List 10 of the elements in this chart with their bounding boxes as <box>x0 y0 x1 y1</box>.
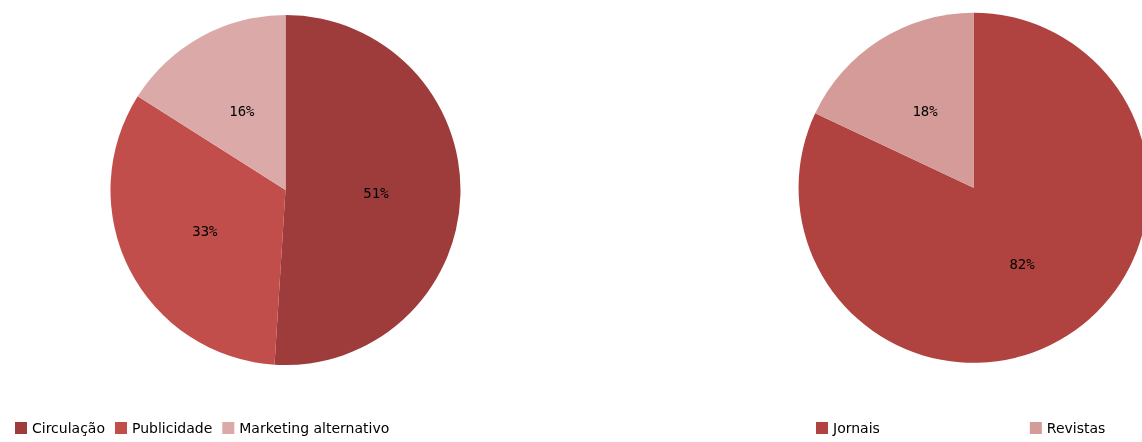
legend-label: Marketing alternativo <box>239 420 390 436</box>
data-label: 82% <box>1009 256 1036 273</box>
legend-label: Revistas <box>1046 420 1106 436</box>
data-label: 18% <box>912 103 939 120</box>
data-label: 51% <box>363 184 390 201</box>
legend-label: Jornais <box>832 420 880 436</box>
data-label: 33% <box>192 223 219 240</box>
legend-label: Circulação <box>32 420 105 436</box>
data-label: 16% <box>229 102 256 119</box>
legend-label: Publicidade <box>131 420 213 436</box>
